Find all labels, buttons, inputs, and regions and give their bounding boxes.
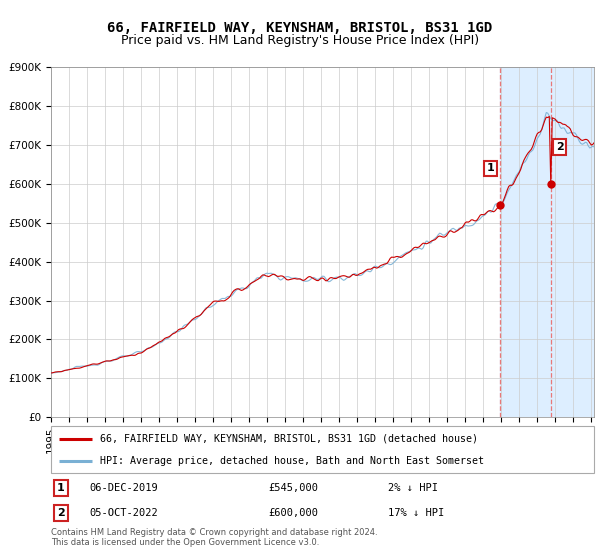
- Text: 2: 2: [556, 142, 563, 152]
- Text: £545,000: £545,000: [268, 483, 318, 493]
- FancyBboxPatch shape: [51, 426, 594, 473]
- Text: 05-OCT-2022: 05-OCT-2022: [89, 508, 158, 518]
- Text: Contains HM Land Registry data © Crown copyright and database right 2024.
This d: Contains HM Land Registry data © Crown c…: [51, 528, 377, 547]
- Text: Price paid vs. HM Land Registry's House Price Index (HPI): Price paid vs. HM Land Registry's House …: [121, 34, 479, 46]
- Text: 66, FAIRFIELD WAY, KEYNSHAM, BRISTOL, BS31 1GD (detached house): 66, FAIRFIELD WAY, KEYNSHAM, BRISTOL, BS…: [100, 434, 478, 444]
- Text: 17% ↓ HPI: 17% ↓ HPI: [388, 508, 444, 518]
- Text: 2: 2: [57, 508, 65, 518]
- Bar: [500, 67, 596, 417]
- Text: 06-DEC-2019: 06-DEC-2019: [89, 483, 158, 493]
- Text: HPI: Average price, detached house, Bath and North East Somerset: HPI: Average price, detached house, Bath…: [100, 456, 484, 466]
- Text: 2% ↓ HPI: 2% ↓ HPI: [388, 483, 437, 493]
- Text: 1: 1: [57, 483, 65, 493]
- Text: 1: 1: [487, 164, 494, 173]
- Text: 66, FAIRFIELD WAY, KEYNSHAM, BRISTOL, BS31 1GD: 66, FAIRFIELD WAY, KEYNSHAM, BRISTOL, BS…: [107, 21, 493, 35]
- Text: £600,000: £600,000: [268, 508, 318, 518]
